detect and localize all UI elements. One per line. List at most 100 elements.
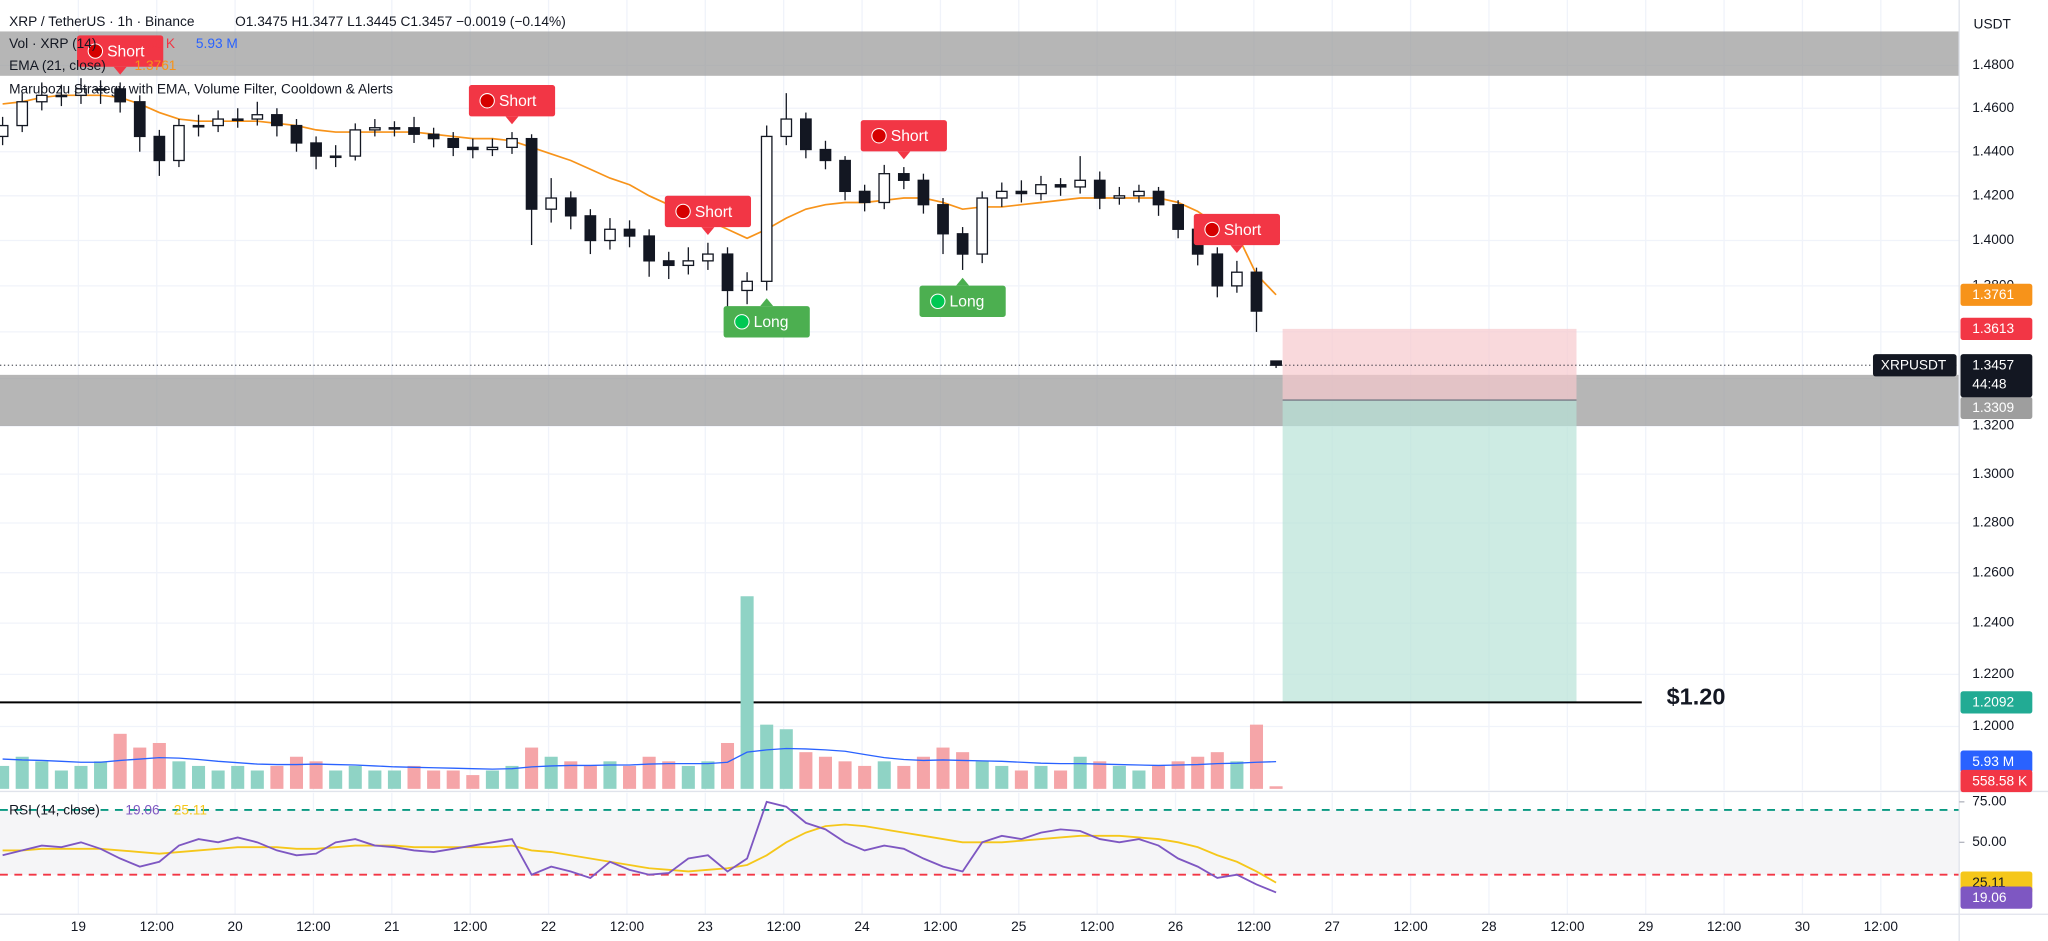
stop-tag-bg (1960, 317, 2033, 340)
candle-body (447, 137, 460, 148)
ema-legend-value: 1.3761 (135, 58, 177, 73)
volume-bar (1171, 761, 1185, 789)
candle-body (55, 94, 68, 98)
volume-bar (779, 729, 793, 789)
stop-zone (1282, 328, 1577, 401)
volume-legend-value: 558.58 K (120, 36, 175, 51)
x-tick-label: 22 (541, 919, 556, 934)
signal-icon (1204, 221, 1220, 238)
candle-body (1015, 190, 1028, 195)
signal-pointer (760, 298, 774, 307)
volume-bar (309, 761, 323, 789)
candle-body (1113, 195, 1126, 199)
target-tag-bg (1960, 691, 2033, 714)
candle-body (1093, 179, 1106, 199)
candle-body (16, 101, 29, 127)
volume-bar (485, 770, 499, 789)
volume-tag-bg (1960, 750, 2033, 773)
volume-bar (113, 733, 127, 789)
y-tick-label: 1.2800 (1972, 515, 2014, 530)
strategy-legend: Marubozu Strategy with EMA, Volume Filte… (9, 82, 393, 97)
volume-tag-bg (1960, 769, 2033, 793)
signal-pointer (1230, 245, 1244, 254)
signal-text: Short (107, 44, 145, 61)
volume-bar (1054, 770, 1068, 789)
volume-bar (15, 756, 29, 789)
volume-bar (897, 765, 911, 789)
volume-tag: 558.58 K (1972, 773, 2027, 788)
candle-body (0, 124, 9, 138)
volume-bar (250, 770, 264, 789)
candle-body (956, 233, 969, 255)
rsi-tag: 19.06 (1972, 890, 2007, 905)
candle-body (584, 215, 597, 242)
x-tick-label: 12:00 (1237, 919, 1272, 934)
volume-bar (505, 765, 519, 789)
zone (0, 31, 1960, 76)
candle-body (1250, 271, 1263, 312)
candle-body (94, 88, 107, 91)
candle-body (408, 127, 420, 135)
candle-body (623, 228, 636, 237)
candle-body (349, 129, 362, 157)
signal-icon (675, 203, 691, 220)
rsi-ma-legend-value: 25.11 (174, 803, 207, 818)
volume-tag: 5.93 M (1972, 754, 2014, 769)
signal-text: Long (950, 294, 985, 311)
candle-body (760, 135, 773, 282)
candle-body (212, 118, 224, 127)
volume-bar (35, 761, 49, 789)
volume-bar (720, 742, 735, 789)
candle-body (995, 190, 1008, 199)
candle-body (329, 155, 342, 159)
signal-pointer (505, 116, 519, 125)
x-tick-label: 21 (384, 919, 399, 934)
signal-label (77, 35, 164, 67)
x-tick-label: 29 (1638, 919, 1653, 934)
x-tick-label: 12:00 (1393, 919, 1428, 934)
candle-body (1035, 184, 1047, 195)
signal-text: Long (754, 314, 789, 331)
volume-bar (662, 761, 676, 789)
candle-body (819, 148, 832, 162)
x-tick-label: 27 (1325, 919, 1340, 934)
drawings: $1.20 (0, 31, 1960, 710)
signal-icon (871, 128, 887, 144)
volume-bar (446, 770, 460, 789)
candle-body (937, 204, 949, 235)
volume-bar (642, 756, 656, 789)
candle-body (133, 101, 146, 138)
y-tick-label: 1.4200 (1972, 187, 2014, 202)
currency-label: USDT (1974, 16, 2012, 31)
volume-bar (525, 747, 539, 789)
x-tick-label: 12:00 (1707, 919, 1742, 934)
volume-bar (681, 765, 695, 789)
candle-body (1133, 190, 1145, 197)
y-tick-label: 1.4800 (1972, 57, 2014, 72)
candle-body (271, 114, 283, 127)
signal-pointer (956, 277, 970, 286)
x-tick-label: 30 (1795, 919, 1811, 934)
candle-body (427, 133, 440, 140)
target-zone (1282, 400, 1577, 703)
volume-bar (877, 761, 891, 789)
legend: XRP / TetherUS · 1h · Binance O1.3475 H1… (9, 14, 2011, 818)
volume-bar (544, 756, 558, 789)
y-tick-label: 1.4000 (1972, 232, 2014, 247)
ema-tag-bg (1960, 283, 2033, 306)
candle-body (310, 142, 322, 157)
candle-body (702, 253, 714, 262)
candle-body (799, 118, 812, 151)
symbol-title: XRP / TetherUS · 1h · Binance (9, 14, 195, 29)
x-tick-label: 23 (698, 919, 714, 934)
candle-body (545, 197, 558, 210)
volume-bar (740, 596, 754, 789)
signal-text: Short (695, 204, 733, 221)
candle-body (721, 253, 734, 292)
volume-bar (838, 761, 852, 789)
candle-body (564, 197, 577, 217)
candle-body (858, 190, 871, 204)
volume-bar (1112, 765, 1126, 789)
volume-bar (1034, 765, 1048, 789)
volume-bar (0, 765, 10, 789)
